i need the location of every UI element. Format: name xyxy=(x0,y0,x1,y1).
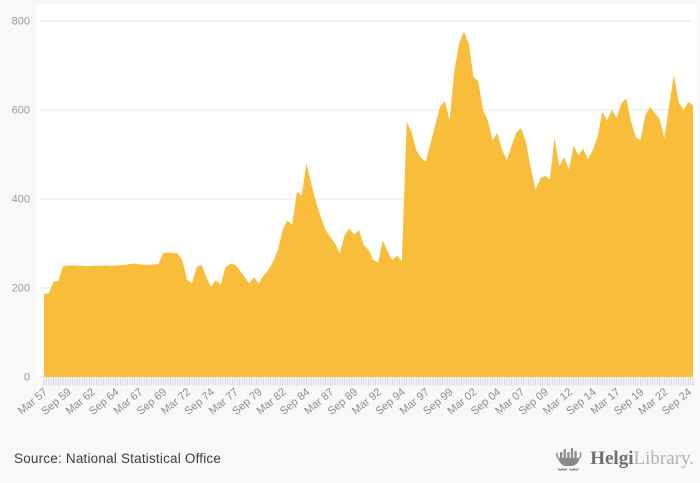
source-text: Source: National Statistical Office xyxy=(14,450,222,466)
y-axis-label-200: 200 xyxy=(12,283,30,295)
logo-text-secondary: Library. xyxy=(633,447,695,469)
footer: Source: National Statistical Office xyxy=(0,440,700,476)
area-series xyxy=(44,31,693,378)
y-axis-label-600: 600 xyxy=(12,105,30,117)
y-axis-label-0: 0 xyxy=(24,372,30,384)
viking-ship-icon xyxy=(556,447,582,471)
y-axis-label-400: 400 xyxy=(12,194,30,206)
y-axis-label-800: 800 xyxy=(12,16,30,28)
helgilibrary-logo[interactable]: HelgiLibrary. xyxy=(555,445,694,472)
logo-text-primary: Helgi xyxy=(590,447,634,469)
